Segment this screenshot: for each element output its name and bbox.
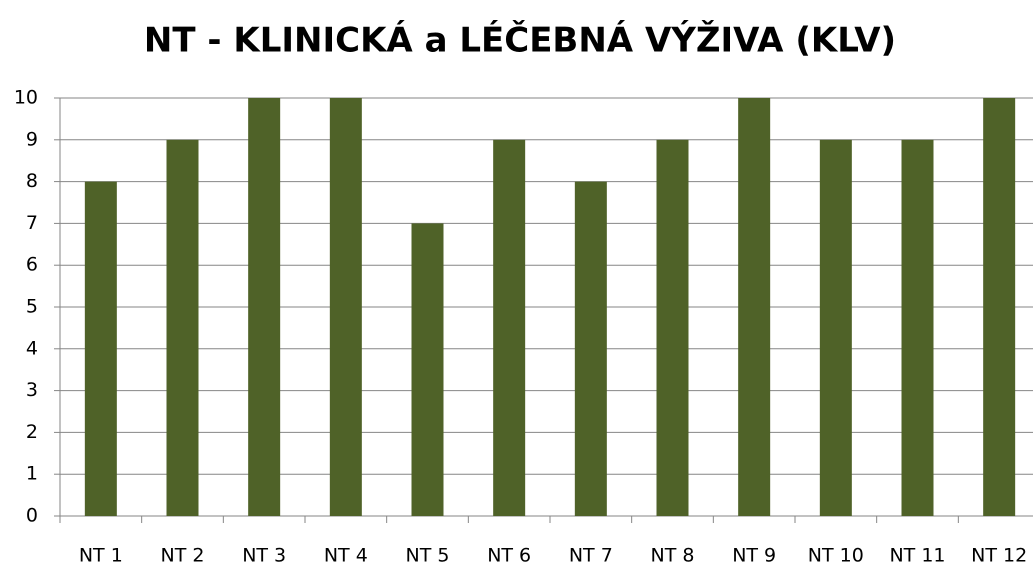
x-tick-label: NT 5 xyxy=(406,545,450,567)
bar xyxy=(574,181,607,516)
y-tick-label: 1 xyxy=(26,463,38,485)
x-tick-label: NT 4 xyxy=(324,545,368,567)
bar xyxy=(901,139,934,517)
x-tick-label: NT 7 xyxy=(569,545,613,567)
y-tick-label: 10 xyxy=(14,87,38,109)
x-tick-label: NT 11 xyxy=(889,545,945,567)
x-tick-label: NT 3 xyxy=(242,545,286,567)
x-tick-label: NT 1 xyxy=(79,545,123,567)
x-tick-label: NT 2 xyxy=(161,545,205,567)
x-tick-label: NT 6 xyxy=(487,545,531,567)
y-tick-label: 5 xyxy=(26,296,38,318)
bar xyxy=(411,223,444,516)
x-tick-label: NT 12 xyxy=(971,545,1027,567)
y-tick-label: 7 xyxy=(26,212,38,234)
bar xyxy=(84,181,117,516)
bar xyxy=(656,139,689,517)
y-tick-label: 2 xyxy=(26,421,38,443)
y-tick-label: 3 xyxy=(26,379,38,401)
bar xyxy=(983,98,1016,516)
y-tick-label: 6 xyxy=(26,254,38,276)
bar xyxy=(166,139,199,517)
y-tick-label: 0 xyxy=(26,505,38,527)
bar xyxy=(493,139,526,517)
x-tick-label: NT 8 xyxy=(651,545,695,567)
x-tick-label: NT 9 xyxy=(732,545,776,567)
y-tick-label: 9 xyxy=(26,128,38,150)
chart-title: NT - KLINICKÁ a LÉČEBNÁ VÝŽIVA (KLV) xyxy=(144,20,896,61)
x-tick-label: NT 10 xyxy=(808,545,864,567)
y-tick-label: 4 xyxy=(26,337,38,359)
bar xyxy=(329,98,362,516)
bar xyxy=(819,139,852,517)
bar xyxy=(248,98,281,516)
bar xyxy=(738,98,771,516)
y-tick-label: 8 xyxy=(26,170,38,192)
